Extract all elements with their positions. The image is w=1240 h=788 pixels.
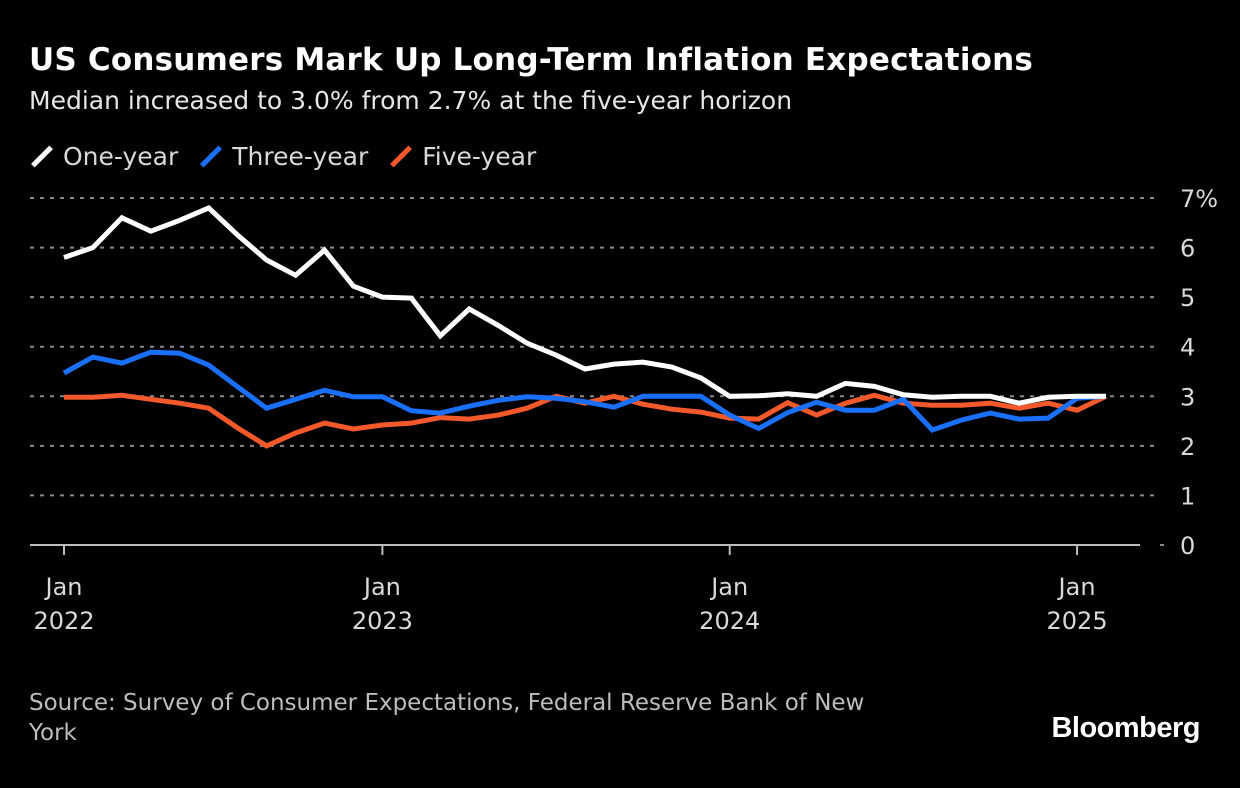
x-tick-label-year: 2025: [1047, 607, 1108, 635]
x-tick-label-month: Jan: [709, 573, 748, 601]
y-tick-label: 0: [1180, 532, 1195, 560]
y-tick-label: 6: [1180, 235, 1195, 263]
x-tick-label-month: Jan: [362, 573, 401, 601]
legend-item-three-year: Three-year: [198, 142, 368, 171]
legend-label: Three-year: [232, 142, 369, 171]
legend: One-year Three-year Five-year: [29, 142, 536, 171]
chart-title: US Consumers Mark Up Long-Term Inflation…: [29, 42, 1034, 78]
bloomberg-logo: Bloomberg: [1051, 712, 1200, 744]
series-line-one-year: [63, 204, 1106, 406]
x-tick-label-month: Jan: [1057, 573, 1096, 601]
legend-label: One-year: [63, 142, 179, 171]
source-note: Source: Survey of Consumer Expectations,…: [29, 690, 865, 746]
legend-label: Five-year: [422, 142, 537, 171]
series-line-three-year: [62, 349, 1107, 433]
y-tick-label: 7%: [1180, 185, 1218, 213]
y-tick-label: 5: [1180, 284, 1195, 312]
legend-item-one-year: One-year: [29, 142, 178, 171]
legend-item-five-year: Five-year: [388, 142, 536, 171]
y-tick-label: 4: [1180, 334, 1195, 362]
y-tick-label: 3: [1180, 383, 1195, 411]
x-tick-label-year: 2023: [352, 607, 413, 635]
x-tick-label-year: 2022: [33, 607, 94, 635]
y-tick-label: 1: [1180, 482, 1195, 510]
y-tick-label: 2: [1180, 433, 1195, 461]
x-tick-label-year: 2024: [699, 607, 760, 635]
chart-subtitle: Median increased to 3.0% from 2.7% at th…: [29, 86, 793, 115]
x-tick-label-month: Jan: [44, 573, 83, 601]
